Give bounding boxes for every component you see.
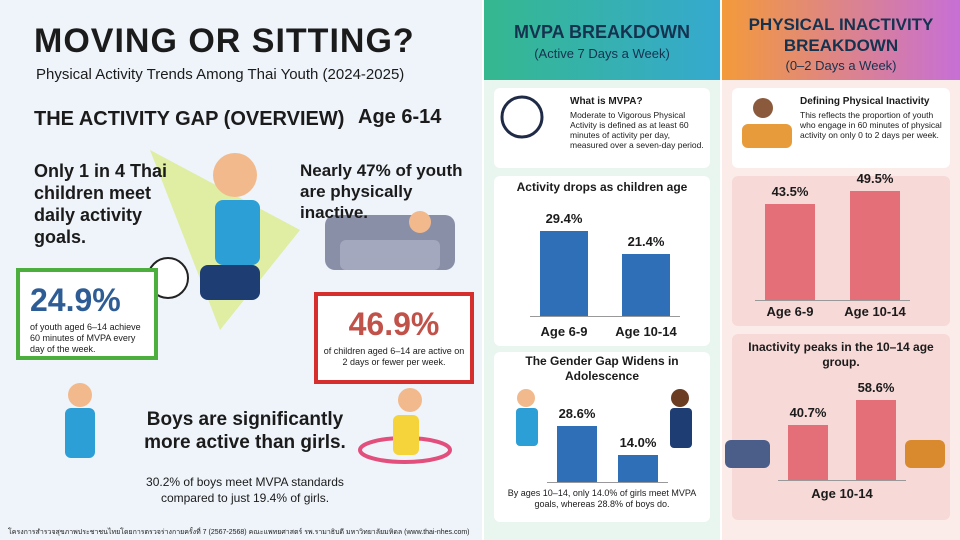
value-label: 40.7% [789, 404, 827, 420]
chart-card [732, 334, 950, 520]
baseline [530, 316, 680, 317]
panel-title: PHYSICAL INACTIVITY BREAKDOWN [748, 15, 934, 55]
right-header [722, 0, 960, 80]
baseline [755, 300, 910, 301]
x-tick-label: Age 6-9 [766, 304, 814, 319]
value-label: 14.0% [619, 434, 657, 450]
x-tick-label: Age 10-14 [615, 324, 677, 339]
stat-box [16, 268, 158, 360]
bar [856, 400, 896, 480]
bar [540, 230, 588, 316]
subtitle: Physical Activity Trends Among Thai Yout… [36, 66, 405, 83]
value-label: 43.5% [771, 184, 809, 200]
stat-text: of children aged 6–14 are active on 2 da… [323, 346, 465, 367]
x-tick-label: Age 6-9 [540, 324, 588, 339]
value-label: 28.6% [558, 406, 596, 422]
section-heading: THE ACTIVITY GAP (OVERVIEW) [34, 108, 345, 130]
panel-subtitle: (0–2 Days a Week) [785, 58, 897, 73]
chart-title: Activity drops as children age [516, 180, 688, 194]
chart-caption: By ages 10–14, only 14.0% of girls meet … [507, 488, 697, 509]
value-label: 58.6% [857, 380, 895, 396]
bar [788, 424, 828, 480]
gender-heading: Boys are significantly more active than … [144, 409, 346, 453]
baseline [547, 482, 668, 483]
panel-subtitle: (Active 7 Days a Week) [534, 46, 670, 61]
gender-text: 30.2% of boys meet MVPA standards compar… [146, 475, 344, 505]
value-label: 29.4% [545, 210, 583, 226]
stat-value: 46.9% [348, 306, 440, 342]
info-text: This reflects the proportion of youth wh… [800, 110, 942, 140]
baseline [778, 480, 906, 481]
info-heading: What is MVPA? [570, 96, 643, 107]
stat-value: 24.9% [30, 282, 121, 318]
chart-title: Inactivity peaks in the 10–14 age group. [748, 340, 934, 369]
footer-source: โครงการสำรวจสุขภาพประชาชนไทยโดยการตรวจร่… [8, 529, 470, 536]
stat-text: of youth aged 6–14 achieve 60 minutes of… [30, 322, 141, 354]
age-label: Age 6-14 [358, 106, 442, 128]
claim: Only 1 in 4 Thai children meet daily act… [34, 161, 168, 247]
bar [850, 191, 900, 300]
x-tick-label: Age 10-14 [844, 304, 906, 319]
stat-box [314, 292, 474, 384]
chart-title: The Gender Gap Widens in Adolescence [525, 354, 679, 383]
info-heading: Defining Physical Inactivity [800, 96, 930, 107]
chart-card [494, 176, 710, 346]
bar [557, 426, 597, 482]
title: MOVING OR SITTING? [34, 22, 415, 60]
middle-header [484, 0, 720, 80]
bar [622, 253, 670, 316]
panel-title: MVPA BREAKDOWN [514, 22, 690, 42]
claim: Nearly 47% of youth are physically inact… [300, 161, 463, 222]
bar [618, 454, 658, 482]
bar [765, 204, 815, 300]
info-text: Moderate to Vigorous Physical Activity i… [570, 110, 704, 150]
value-label: 21.4% [627, 233, 665, 249]
value-label: 49.5% [856, 171, 894, 187]
x-axis-label: Age 10-14 [811, 486, 873, 501]
